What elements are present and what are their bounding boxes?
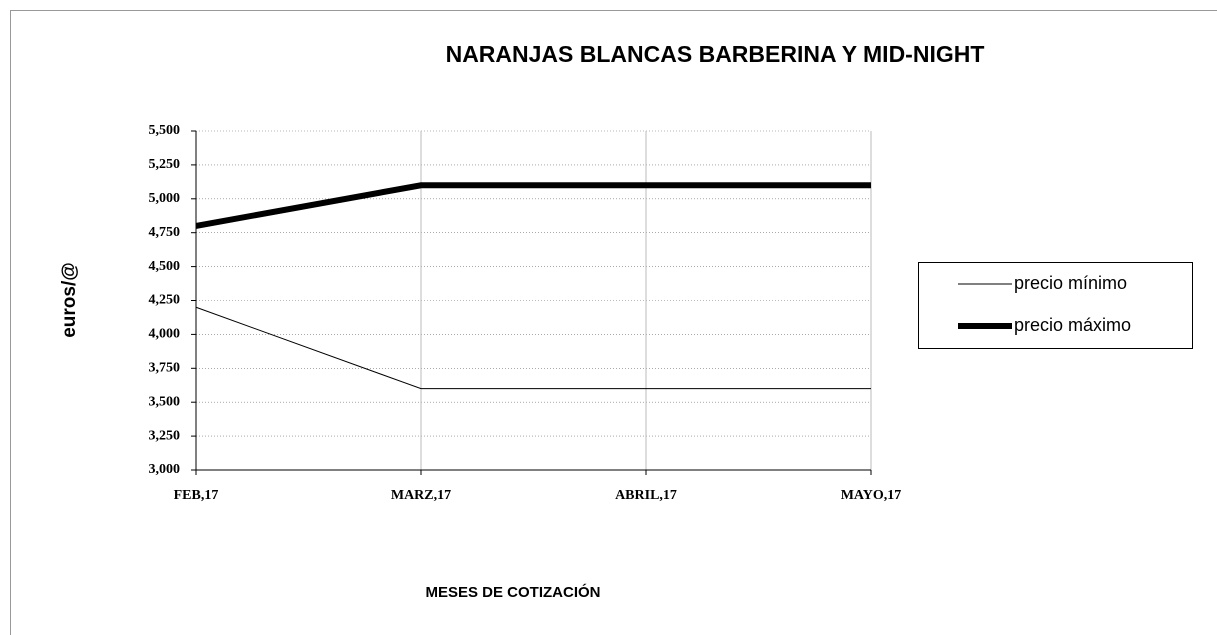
series-line [195,306,871,390]
y-tick-label: 3,500 [149,394,181,409]
x-tick-label: MAYO,17 [841,488,902,503]
x-tick-label: FEB,17 [174,488,219,503]
legend-label: precio mínimo [1014,273,1127,293]
y-tick-label: 3,750 [149,361,181,376]
x-tick-label: ABRIL,17 [615,488,677,503]
y-tick-label: 4,000 [149,327,181,342]
y-tick-label: 4,500 [149,259,181,274]
y-tick-label: 5,500 [149,123,181,138]
y-tick-label: 5,250 [149,157,181,172]
legend-label: precio máximo [1014,315,1131,335]
y-tick-label: 4,750 [149,225,181,240]
x-axis-label: MESES DE COTIZACIÓN [425,583,600,601]
y-tick-label: 5,000 [149,191,181,206]
x-tick-label: MARZ,17 [391,488,451,503]
y-tick-label: 4,250 [149,293,181,308]
y-axis-label: euros/@ [59,262,80,338]
series-line [195,182,871,229]
y-tick-label: 3,000 [149,462,181,477]
chart-title: NARANJAS BLANCAS BARBERINA Y MID-NIGHT [446,41,985,67]
chart-frame [10,10,1217,635]
legend-box [918,262,1193,349]
y-tick-label: 3,250 [149,428,181,443]
